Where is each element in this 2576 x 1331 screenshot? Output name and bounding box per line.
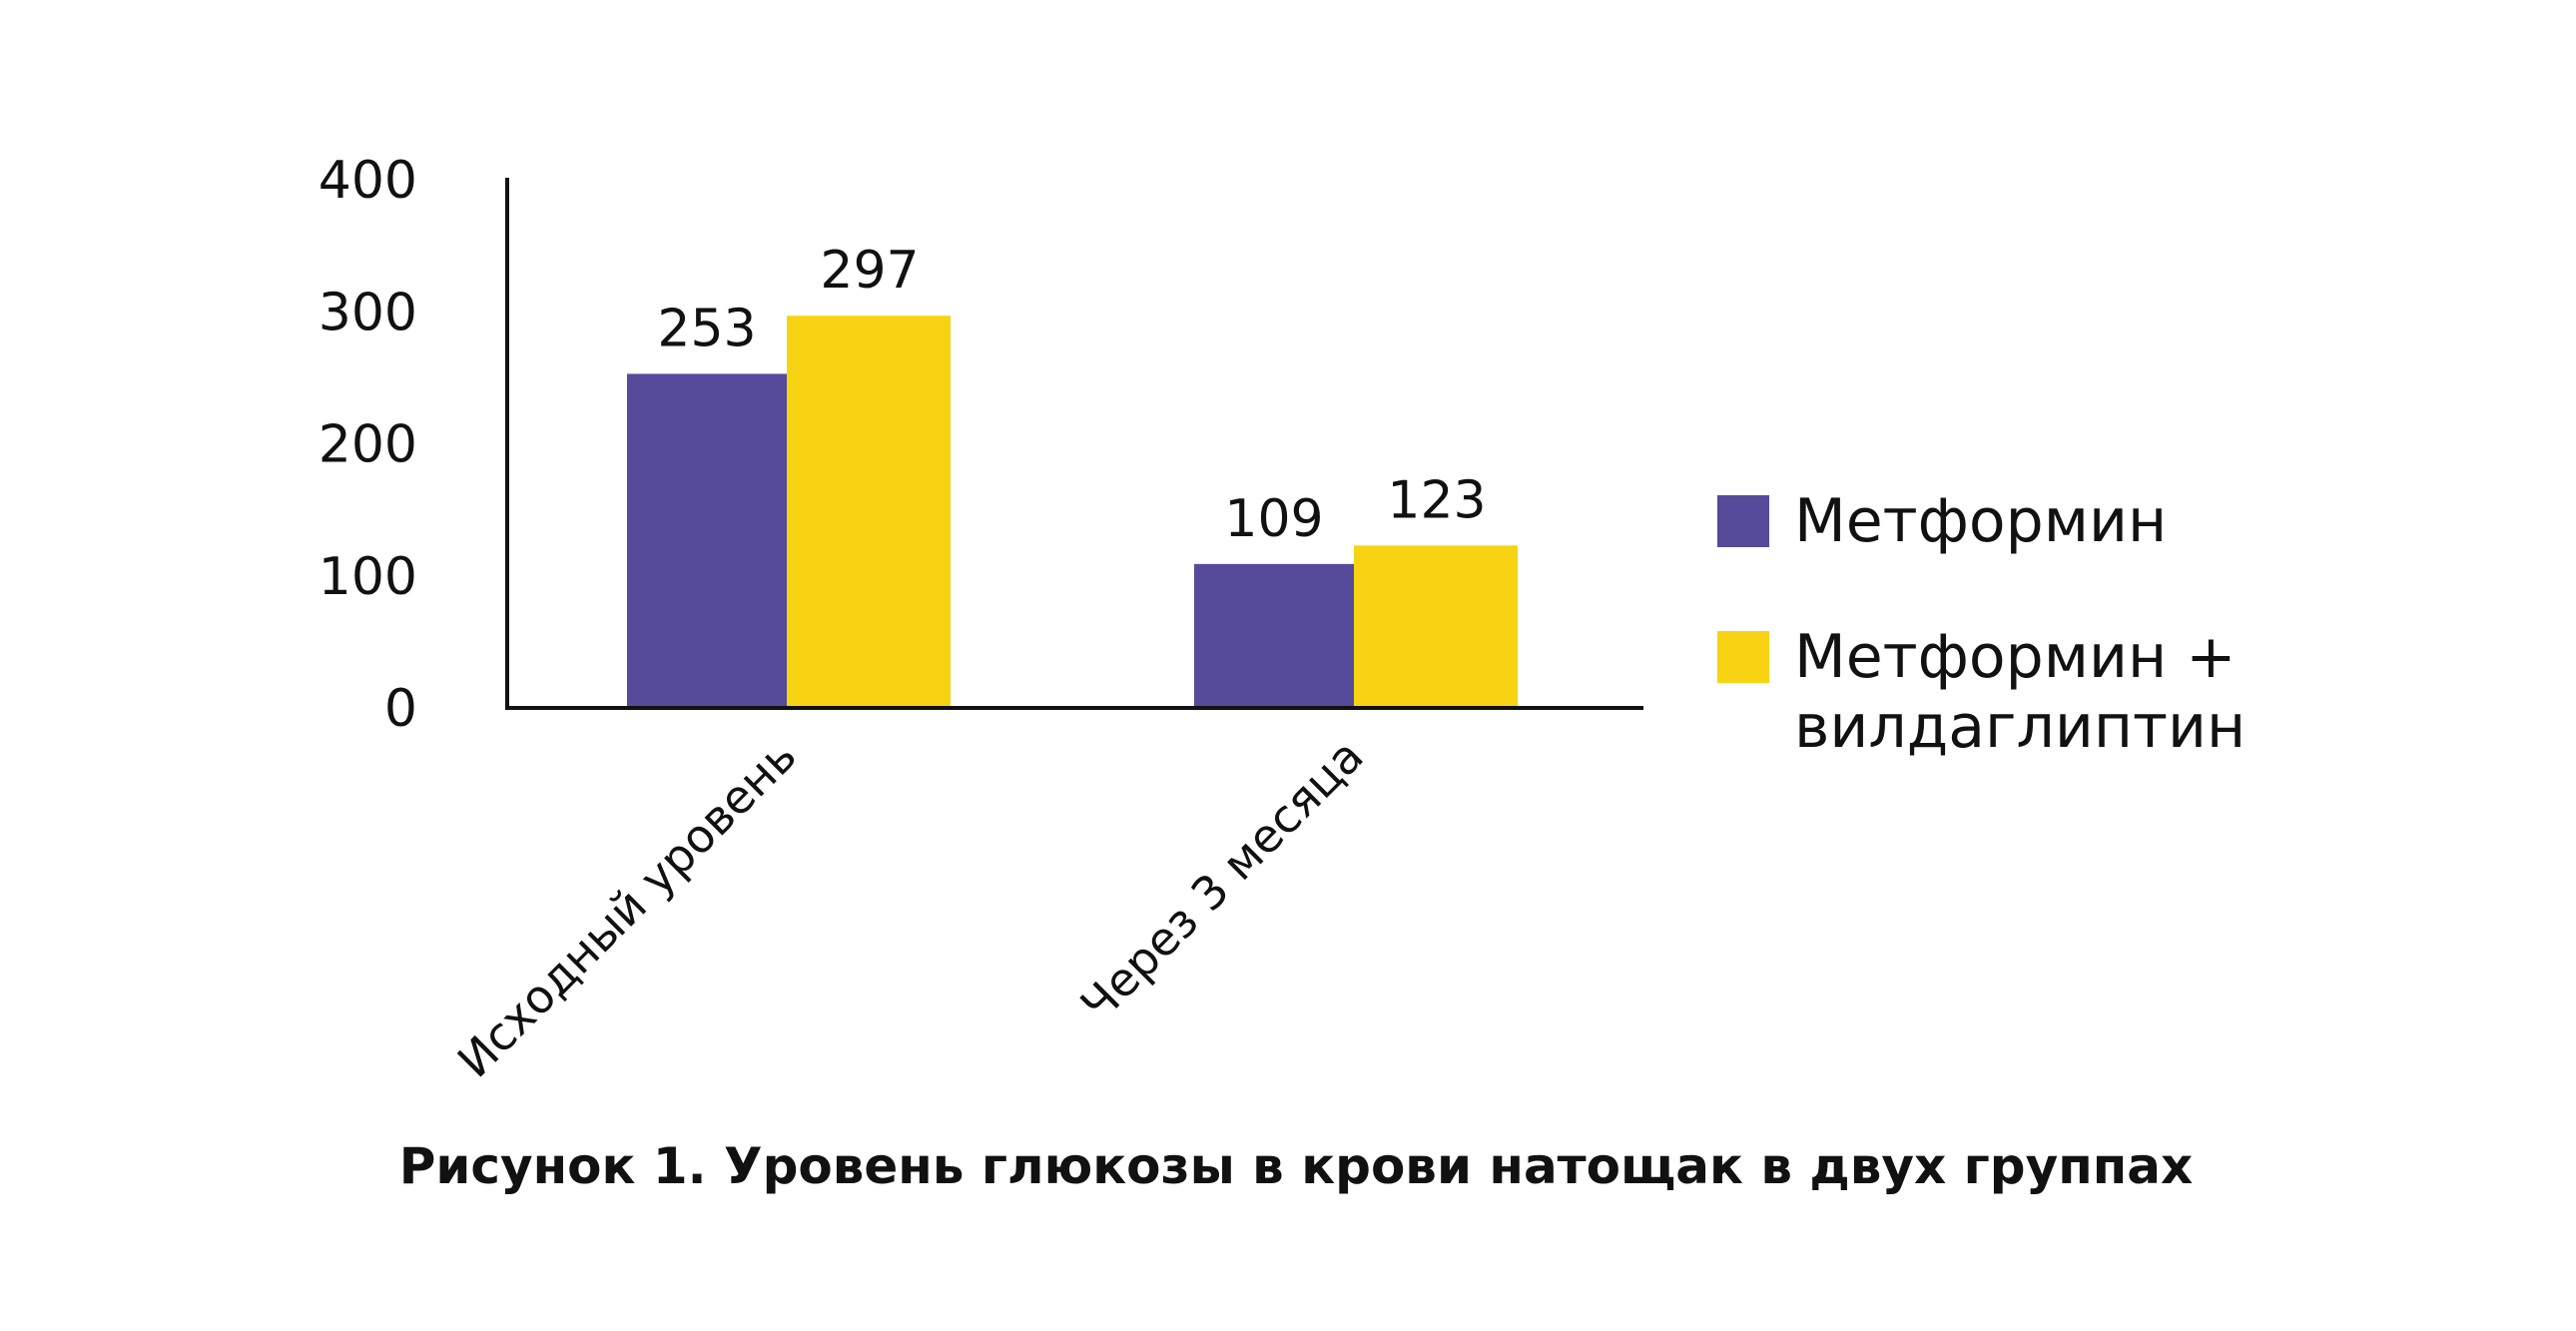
bar [1194, 563, 1354, 708]
data-label: 109 [1224, 489, 1323, 549]
y-tick-label: 0 [384, 679, 417, 739]
x-tick-label: Исходный уровень [447, 729, 807, 1088]
y-tick-label: 400 [319, 151, 417, 211]
x-tick-label: Через 3 месяца [1070, 729, 1374, 1032]
y-tick-label: 100 [319, 547, 417, 607]
y-tick-label: 200 [319, 415, 417, 475]
y-tick-label: 300 [319, 283, 417, 342]
chart-title: Рисунок 1. Уровень глюкозы в крови натощ… [399, 1137, 2194, 1195]
legend-label: Метформин [1794, 486, 2167, 556]
data-label: 297 [820, 241, 919, 301]
bar [627, 373, 787, 708]
legend-label: вилдаглиптин [1794, 692, 2246, 762]
legend-swatch [1717, 495, 1769, 547]
legend-label: Метформин + [1794, 622, 2237, 692]
data-label: 123 [1387, 470, 1486, 530]
legend-swatch [1717, 631, 1769, 683]
data-label: 253 [657, 299, 756, 358]
bar [787, 316, 951, 708]
bar [1354, 545, 1518, 708]
